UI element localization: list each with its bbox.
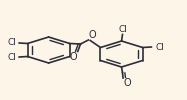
- Text: Cl: Cl: [8, 38, 17, 47]
- Text: O: O: [69, 52, 77, 62]
- Text: Cl: Cl: [8, 53, 17, 62]
- Text: O: O: [89, 30, 96, 40]
- Text: Cl: Cl: [155, 42, 164, 52]
- Text: O: O: [124, 78, 132, 88]
- Text: Cl: Cl: [118, 25, 127, 34]
